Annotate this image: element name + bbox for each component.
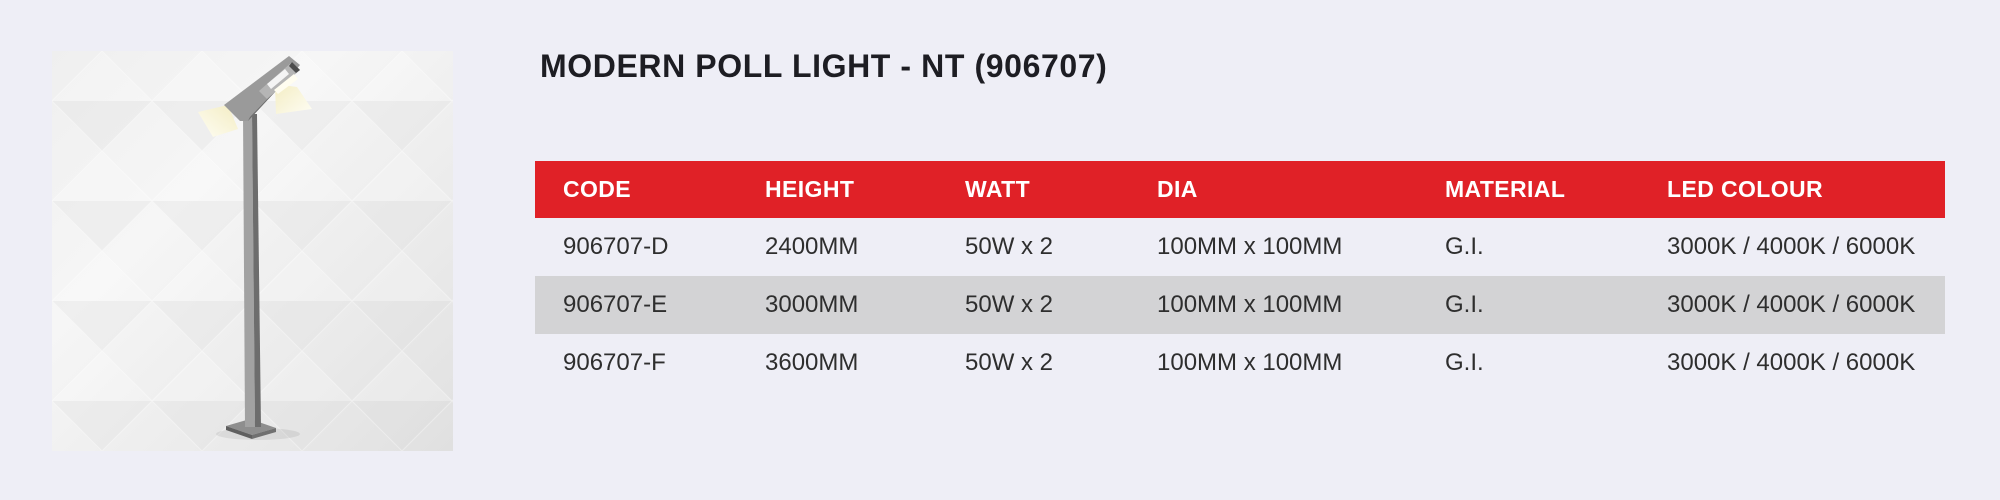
pole-front-face [243, 114, 255, 427]
base-plate-edge [226, 426, 252, 439]
spec-table: CODE HEIGHT WATT DIA MATERIAL LED COLOUR… [535, 161, 1945, 392]
column-header-watt: WATT [965, 176, 1031, 202]
luminaire-glow-panel [274, 74, 298, 94]
cell-height: 3000MM [765, 291, 859, 318]
column-header-code: CODE [563, 176, 632, 202]
column-header-dia: DIA [1157, 176, 1198, 202]
left-light-beam [198, 105, 238, 137]
cell-dia: 100MM x 100MM [1157, 233, 1343, 260]
table-row: 906707-F 3600MM 50W x 2 100MM x 100MM G.… [535, 334, 1945, 392]
cell-code: 906707-E [563, 291, 668, 318]
table-header-row: CODE HEIGHT WATT DIA MATERIAL LED COLOUR [535, 161, 1945, 218]
base-plate-edge-right [252, 428, 276, 439]
page-title: MODERN POLL LIGHT - NT (906707) [540, 48, 1108, 84]
pole-light-illustration [52, 51, 453, 451]
table-row: 906707-E 3000MM 50W x 2 100MM x 100MM G.… [535, 276, 1945, 334]
luminaire-label [267, 69, 289, 89]
cell-led-colour: 3000K / 4000K / 6000K [1667, 233, 1916, 260]
right-light-beam [275, 84, 312, 114]
cell-led-colour: 3000K / 4000K / 6000K [1667, 291, 1916, 318]
cell-led-colour: 3000K / 4000K / 6000K [1667, 349, 1916, 376]
cell-material: G.I. [1445, 233, 1484, 260]
cell-height: 3600MM [765, 349, 859, 376]
cell-material: G.I. [1445, 291, 1484, 318]
cell-watt: 50W x 2 [965, 233, 1054, 260]
cell-height: 2400MM [765, 233, 859, 260]
table-row: 906707-D 2400MM 50W x 2 100MM x 100MM G.… [535, 218, 1945, 276]
cell-material: G.I. [1445, 349, 1484, 376]
pole-side-face [252, 114, 261, 427]
column-header-material: MATERIAL [1445, 176, 1566, 202]
cell-dia: 100MM x 100MM [1157, 291, 1343, 318]
cell-dia: 100MM x 100MM [1157, 349, 1343, 376]
cell-code: 906707-D [563, 233, 669, 260]
product-image-panel [52, 51, 453, 451]
column-header-height: HEIGHT [765, 176, 855, 202]
cell-watt: 50W x 2 [965, 291, 1054, 318]
cell-watt: 50W x 2 [965, 349, 1054, 376]
cell-code: 906707-F [563, 349, 666, 376]
column-header-led-colour: LED COLOUR [1667, 176, 1824, 202]
luminaire-end-cap [289, 62, 300, 73]
